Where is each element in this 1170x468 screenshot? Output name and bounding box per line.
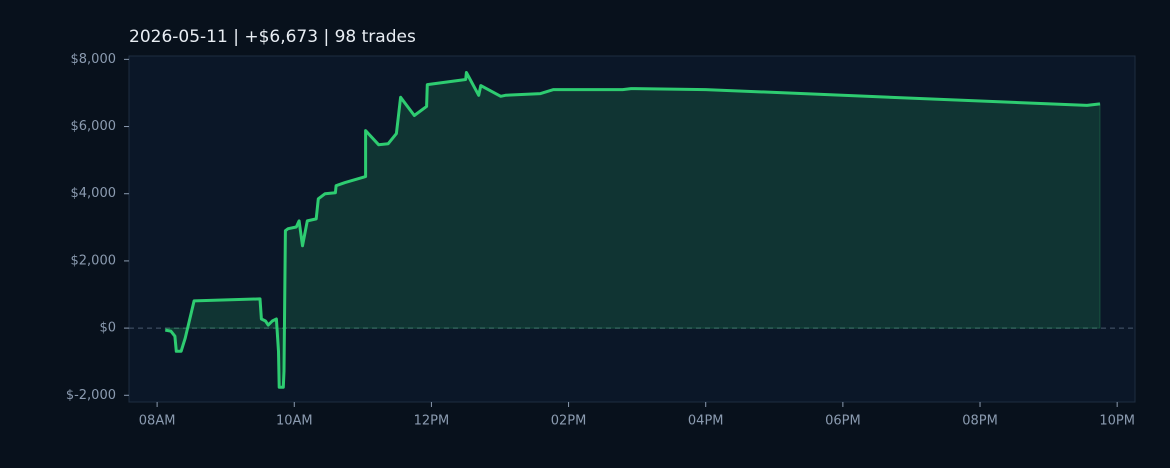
y-tick-label: $8,000 (71, 52, 117, 67)
x-tick-label: 02PM (551, 414, 587, 429)
chart-title: 2026-05-11 | +$6,673 | 98 trades (129, 27, 416, 47)
y-tick-label: $0 (99, 321, 116, 336)
plot-area (128, 55, 1136, 403)
y-tick-label: $4,000 (71, 186, 117, 201)
x-tick-label: 12PM (414, 414, 450, 429)
x-tick-label: 10PM (1099, 414, 1135, 429)
x-tick-label: 08AM (139, 414, 176, 429)
y-tick-label: $6,000 (71, 119, 117, 134)
y-tick-label: $2,000 (71, 253, 117, 268)
x-tick-label: 08PM (962, 414, 998, 429)
x-tick-label: 06PM (825, 414, 861, 429)
x-tick-label: 10AM (276, 414, 313, 429)
x-tick-label: 04PM (688, 414, 724, 429)
pnl-line (165, 71, 1101, 389)
y-tick-label: $-2,000 (66, 388, 116, 403)
